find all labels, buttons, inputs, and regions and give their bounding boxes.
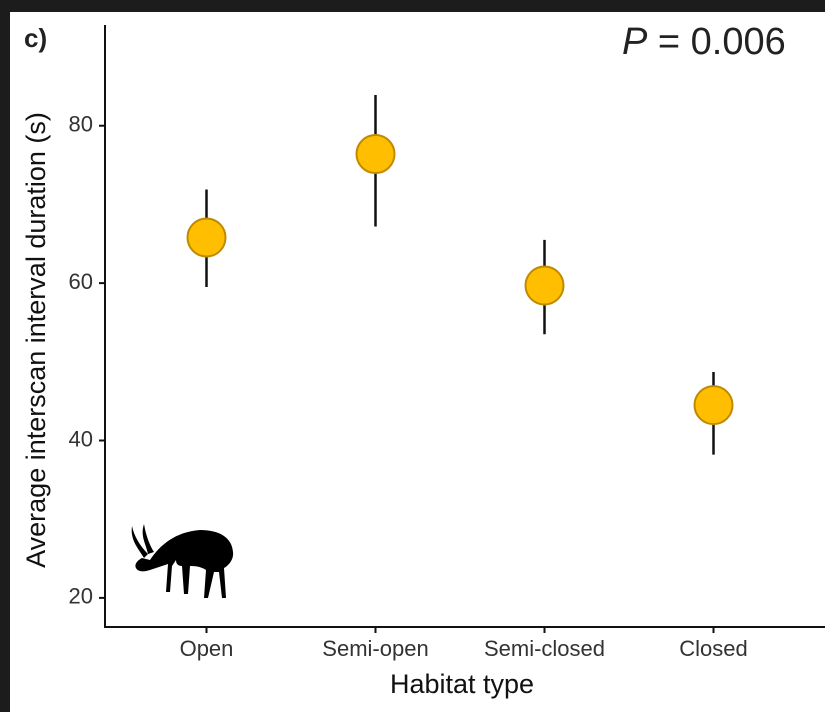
page: {"chart_data": {"type": "errorpoint", "p…	[0, 0, 825, 712]
y-tick-label: 80	[69, 112, 93, 137]
annotation-text: = 0.006	[658, 21, 786, 63]
panel-label: c)	[24, 23, 47, 53]
point	[526, 266, 564, 304]
annotation-italic: P	[622, 21, 648, 63]
annotation: P = 0.006	[622, 21, 786, 63]
x-tick-label: Closed	[679, 636, 747, 661]
point	[695, 386, 733, 424]
point	[188, 218, 226, 256]
y-tick-label: 20	[69, 584, 93, 609]
chart: c) P = 0.006 Habitat type Average inters…	[0, 0, 825, 712]
plot-background	[10, 12, 825, 712]
x-tick-label: Open	[180, 636, 234, 661]
x-tick-label: Semi-open	[322, 636, 428, 661]
y-tick-label: 40	[69, 426, 93, 451]
y-axis-title: Average interscan interval duration (s)	[21, 112, 51, 568]
y-tick-label: 60	[69, 269, 93, 294]
x-axis-title: Habitat type	[390, 669, 534, 699]
point	[357, 135, 395, 173]
x-tick-label: Semi-closed	[484, 636, 605, 661]
